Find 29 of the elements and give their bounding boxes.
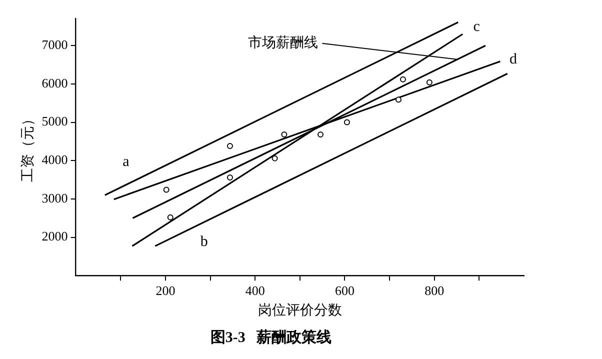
x-tick-label: 200 <box>156 282 176 298</box>
y-axis-title: 工资（元） <box>20 112 36 182</box>
x-tick-label: 400 <box>245 282 265 298</box>
y-tick-label: 2000 <box>42 228 68 244</box>
x-axis-title: 岗位评价分数 <box>258 302 342 318</box>
y-tick-label: 5000 <box>42 114 68 129</box>
point <box>318 132 324 138</box>
point <box>396 96 402 103</box>
point <box>272 155 278 162</box>
y-tick-label: 7000 <box>42 37 68 52</box>
point <box>226 143 233 150</box>
point <box>400 76 406 82</box>
text: 市场薪酬线 <box>248 35 318 52</box>
point <box>163 186 170 193</box>
y-tick-label: 6000 <box>42 75 68 90</box>
series-label: b <box>200 234 208 250</box>
point <box>426 79 432 86</box>
x-tick-label: 600 <box>334 282 354 298</box>
series-label: c <box>473 19 480 36</box>
x-tick-label: 800 <box>424 282 444 298</box>
point <box>281 132 288 138</box>
y-tick-label: 4000 <box>42 152 68 168</box>
y-tick-label: 3000 <box>42 190 68 206</box>
series-label: d <box>509 51 518 68</box>
point <box>167 214 174 220</box>
point <box>226 174 233 180</box>
text: 图3-3 薪酬政策线 <box>210 328 332 346</box>
point <box>344 119 350 126</box>
series-label: a <box>122 154 130 170</box>
